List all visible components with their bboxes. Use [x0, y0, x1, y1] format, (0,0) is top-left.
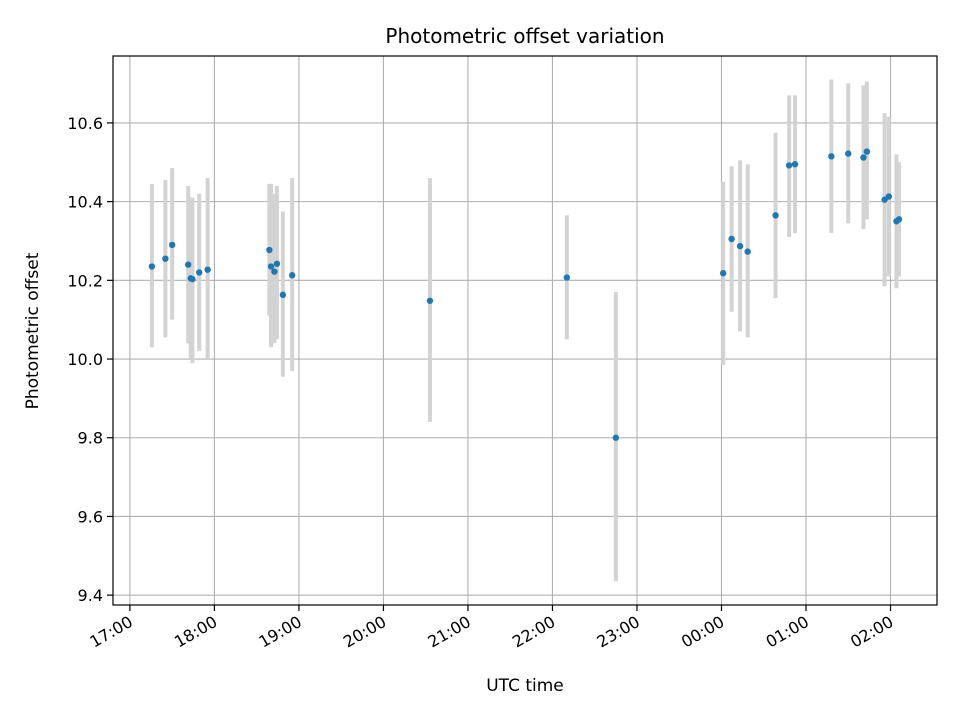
y-axis-title: Photometric offset	[23, 252, 43, 409]
data-point	[279, 291, 287, 299]
data-point	[719, 270, 727, 277]
data-point	[204, 266, 211, 273]
data-point	[744, 248, 751, 255]
y-axis: 9.4 9.6 9.8 10.0 10.2 10.4 10.6	[67, 114, 113, 605]
data-point	[863, 148, 871, 155]
data-point	[426, 297, 434, 304]
data-point	[612, 434, 620, 441]
grid-lines	[113, 56, 937, 605]
y-tick-label: 9.6	[78, 507, 103, 526]
data-point	[189, 275, 196, 283]
data-points	[148, 148, 903, 441]
data-point	[267, 263, 275, 270]
y-tick-label: 10.4	[67, 193, 103, 212]
y-tick-label: 10.6	[67, 114, 103, 133]
data-point	[791, 161, 799, 168]
data-point	[736, 242, 744, 250]
y-tick-label: 9.8	[78, 429, 103, 448]
data-point	[563, 274, 571, 281]
data-point	[168, 241, 176, 249]
y-tick-label: 10.0	[67, 350, 103, 369]
data-point	[162, 255, 169, 262]
data-point	[772, 212, 779, 219]
data-point	[895, 216, 903, 223]
data-point	[273, 260, 281, 267]
chart-title: Photometric offset variation	[385, 24, 664, 48]
y-tick-label: 10.2	[67, 271, 103, 290]
data-point	[266, 246, 273, 254]
x-axis-title: UTC time	[486, 676, 564, 696]
data-point	[728, 235, 735, 243]
data-point	[860, 154, 867, 161]
data-point	[271, 268, 278, 275]
data-point	[828, 153, 835, 160]
data-point	[785, 162, 793, 169]
y-tick-label: 9.4	[78, 586, 103, 605]
data-point	[885, 193, 893, 200]
data-point	[185, 261, 192, 268]
data-point	[196, 269, 203, 276]
data-point	[288, 272, 296, 279]
data-point	[148, 263, 156, 270]
plot-frame	[112, 55, 938, 606]
data-point	[845, 150, 852, 157]
